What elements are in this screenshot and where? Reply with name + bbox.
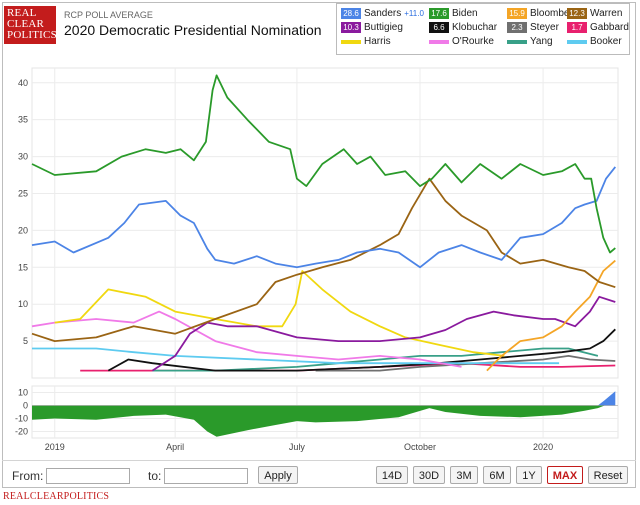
y-tick-label: 5 [23, 336, 28, 346]
series-line-orourke [31, 310, 462, 368]
to-date-input[interactable] [164, 468, 248, 484]
x-tick-label: 2019 [45, 442, 65, 452]
x-tick-label: July [289, 442, 306, 452]
y-tick-label: 20 [18, 225, 28, 235]
series-line-buttigieg [151, 295, 616, 372]
series-line-bloomberg [486, 259, 616, 372]
legend-item-booker[interactable]: Booker [567, 36, 629, 48]
legend-item-orourke[interactable]: O'Rourke [429, 36, 507, 48]
plot-area [31, 67, 619, 379]
x-tick-label: April [166, 442, 184, 452]
poll-chart[interactable]: 5 10 15 20 25 30 35 40 2019 April July October 2020 1… [8, 60, 632, 458]
legend-name: Bloomberg [530, 8, 579, 19]
range-controls: From: to: Apply 14D 30D 3M 6M 1Y MAX Res… [2, 460, 636, 488]
x-tick-label: 2020 [533, 442, 553, 452]
legend-item-biden[interactable]: 17.6 Biden [429, 8, 507, 20]
from-label: From: [12, 469, 44, 483]
legend-item-sanders[interactable]: 28.6 Sanders +11.0 [341, 8, 429, 20]
logo-line: POLITICS [7, 29, 57, 41]
series-line-steyer [315, 354, 616, 372]
legend-name: Harris [364, 36, 391, 47]
series-line-booker [32, 347, 560, 365]
y-tick-label: 35 [18, 115, 28, 125]
legend-name: Klobuchar [452, 22, 498, 33]
legend-item-buttigieg[interactable]: 10.3 Buttigieg [341, 22, 429, 34]
legend-name: O'Rourke [452, 36, 494, 47]
apply-button[interactable]: Apply [258, 466, 298, 484]
legend-name: Biden [452, 8, 478, 19]
legend: 28.6 Sanders +11.0 17.6 Biden 15.9 Bloomberg 12… [336, 3, 630, 55]
legend-value-badge [507, 40, 527, 44]
legend-name: Yang [530, 36, 553, 47]
series-line-sanders [31, 166, 617, 269]
logo-line: REAL [7, 7, 37, 19]
range-3m-button[interactable]: 3M [450, 466, 478, 484]
legend-name: Steyer [530, 22, 559, 33]
legend-item-harris[interactable]: Harris [341, 36, 429, 48]
y-tick-label: 10 [18, 299, 28, 309]
legend-item-bloomberg[interactable]: 15.9 Bloomberg [507, 8, 578, 20]
legend-name: Booker [590, 36, 622, 47]
spread-tick-label: 0 [23, 401, 28, 411]
reset-button[interactable]: Reset [588, 466, 628, 484]
legend-value-badge [341, 40, 361, 44]
range-14d-button[interactable]: 14D [376, 466, 408, 484]
legend-name: Warren [590, 8, 623, 19]
poll-average-label: RCP POLL AVERAGE [64, 10, 153, 20]
range-6m-button[interactable]: 6M [483, 466, 511, 484]
series-line-biden [31, 74, 616, 254]
legend-name: Buttigieg [364, 22, 403, 33]
series-line-yang [152, 347, 599, 372]
spread-tick-label: -10 [15, 414, 28, 424]
legend-value-badge: 17.6 [429, 8, 449, 19]
legend-item-klobuchar[interactable]: 6.6 Klobuchar [429, 22, 507, 34]
series-line-warren [31, 177, 616, 343]
legend-item-steyer[interactable]: 2.3 Steyer [507, 22, 567, 34]
logo-line: CLEAR [7, 18, 45, 30]
chart-area: 5 10 15 20 25 30 35 40 2019 April July October 2020 1… [8, 60, 632, 458]
from-date-input[interactable] [46, 468, 130, 484]
y-tick-label: 25 [18, 188, 28, 198]
legend-name: Gabbard [590, 22, 629, 33]
range-30d-button[interactable]: 30D [413, 466, 445, 484]
legend-spread: +11.0 [404, 9, 424, 18]
footer-brand[interactable]: REALCLEARPOLITICS [3, 491, 110, 502]
legend-value-badge [567, 40, 587, 44]
y-tick-label: 15 [18, 262, 28, 272]
page-title: 2020 Democratic Presidential Nomination [64, 22, 322, 38]
legend-value-badge [429, 40, 449, 44]
y-tick-label: 40 [18, 78, 28, 88]
spread-area-biden [32, 405, 616, 437]
legend-value-badge: 6.6 [429, 22, 449, 33]
x-tick-label: October [404, 442, 436, 452]
legend-item-yang[interactable]: Yang [507, 36, 567, 48]
to-label: to: [148, 469, 162, 483]
y-tick-label: 30 [18, 152, 28, 162]
spread-tick-label: -20 [15, 427, 28, 437]
legend-value-badge: 15.9 [507, 8, 527, 19]
legend-value-badge: 10.3 [341, 22, 361, 33]
legend-value-badge: 12.3 [567, 8, 587, 19]
legend-item-warren[interactable]: 12.3 Warren [567, 8, 629, 20]
range-1y-button[interactable]: 1Y [516, 466, 542, 484]
range-max-button[interactable]: MAX [547, 466, 583, 484]
legend-item-gabbard[interactable]: 1.7 Gabbard [567, 22, 629, 34]
legend-name: Sanders [364, 8, 402, 19]
spread-tick-label: 10 [18, 388, 28, 398]
series-line-harris [54, 270, 505, 357]
legend-value-badge: 1.7 [567, 22, 587, 33]
rcp-logo[interactable]: REAL CLEAR POLITICS [4, 6, 57, 44]
legend-value-badge: 2.3 [507, 22, 527, 33]
legend-value-badge: 28.6 [341, 8, 361, 19]
